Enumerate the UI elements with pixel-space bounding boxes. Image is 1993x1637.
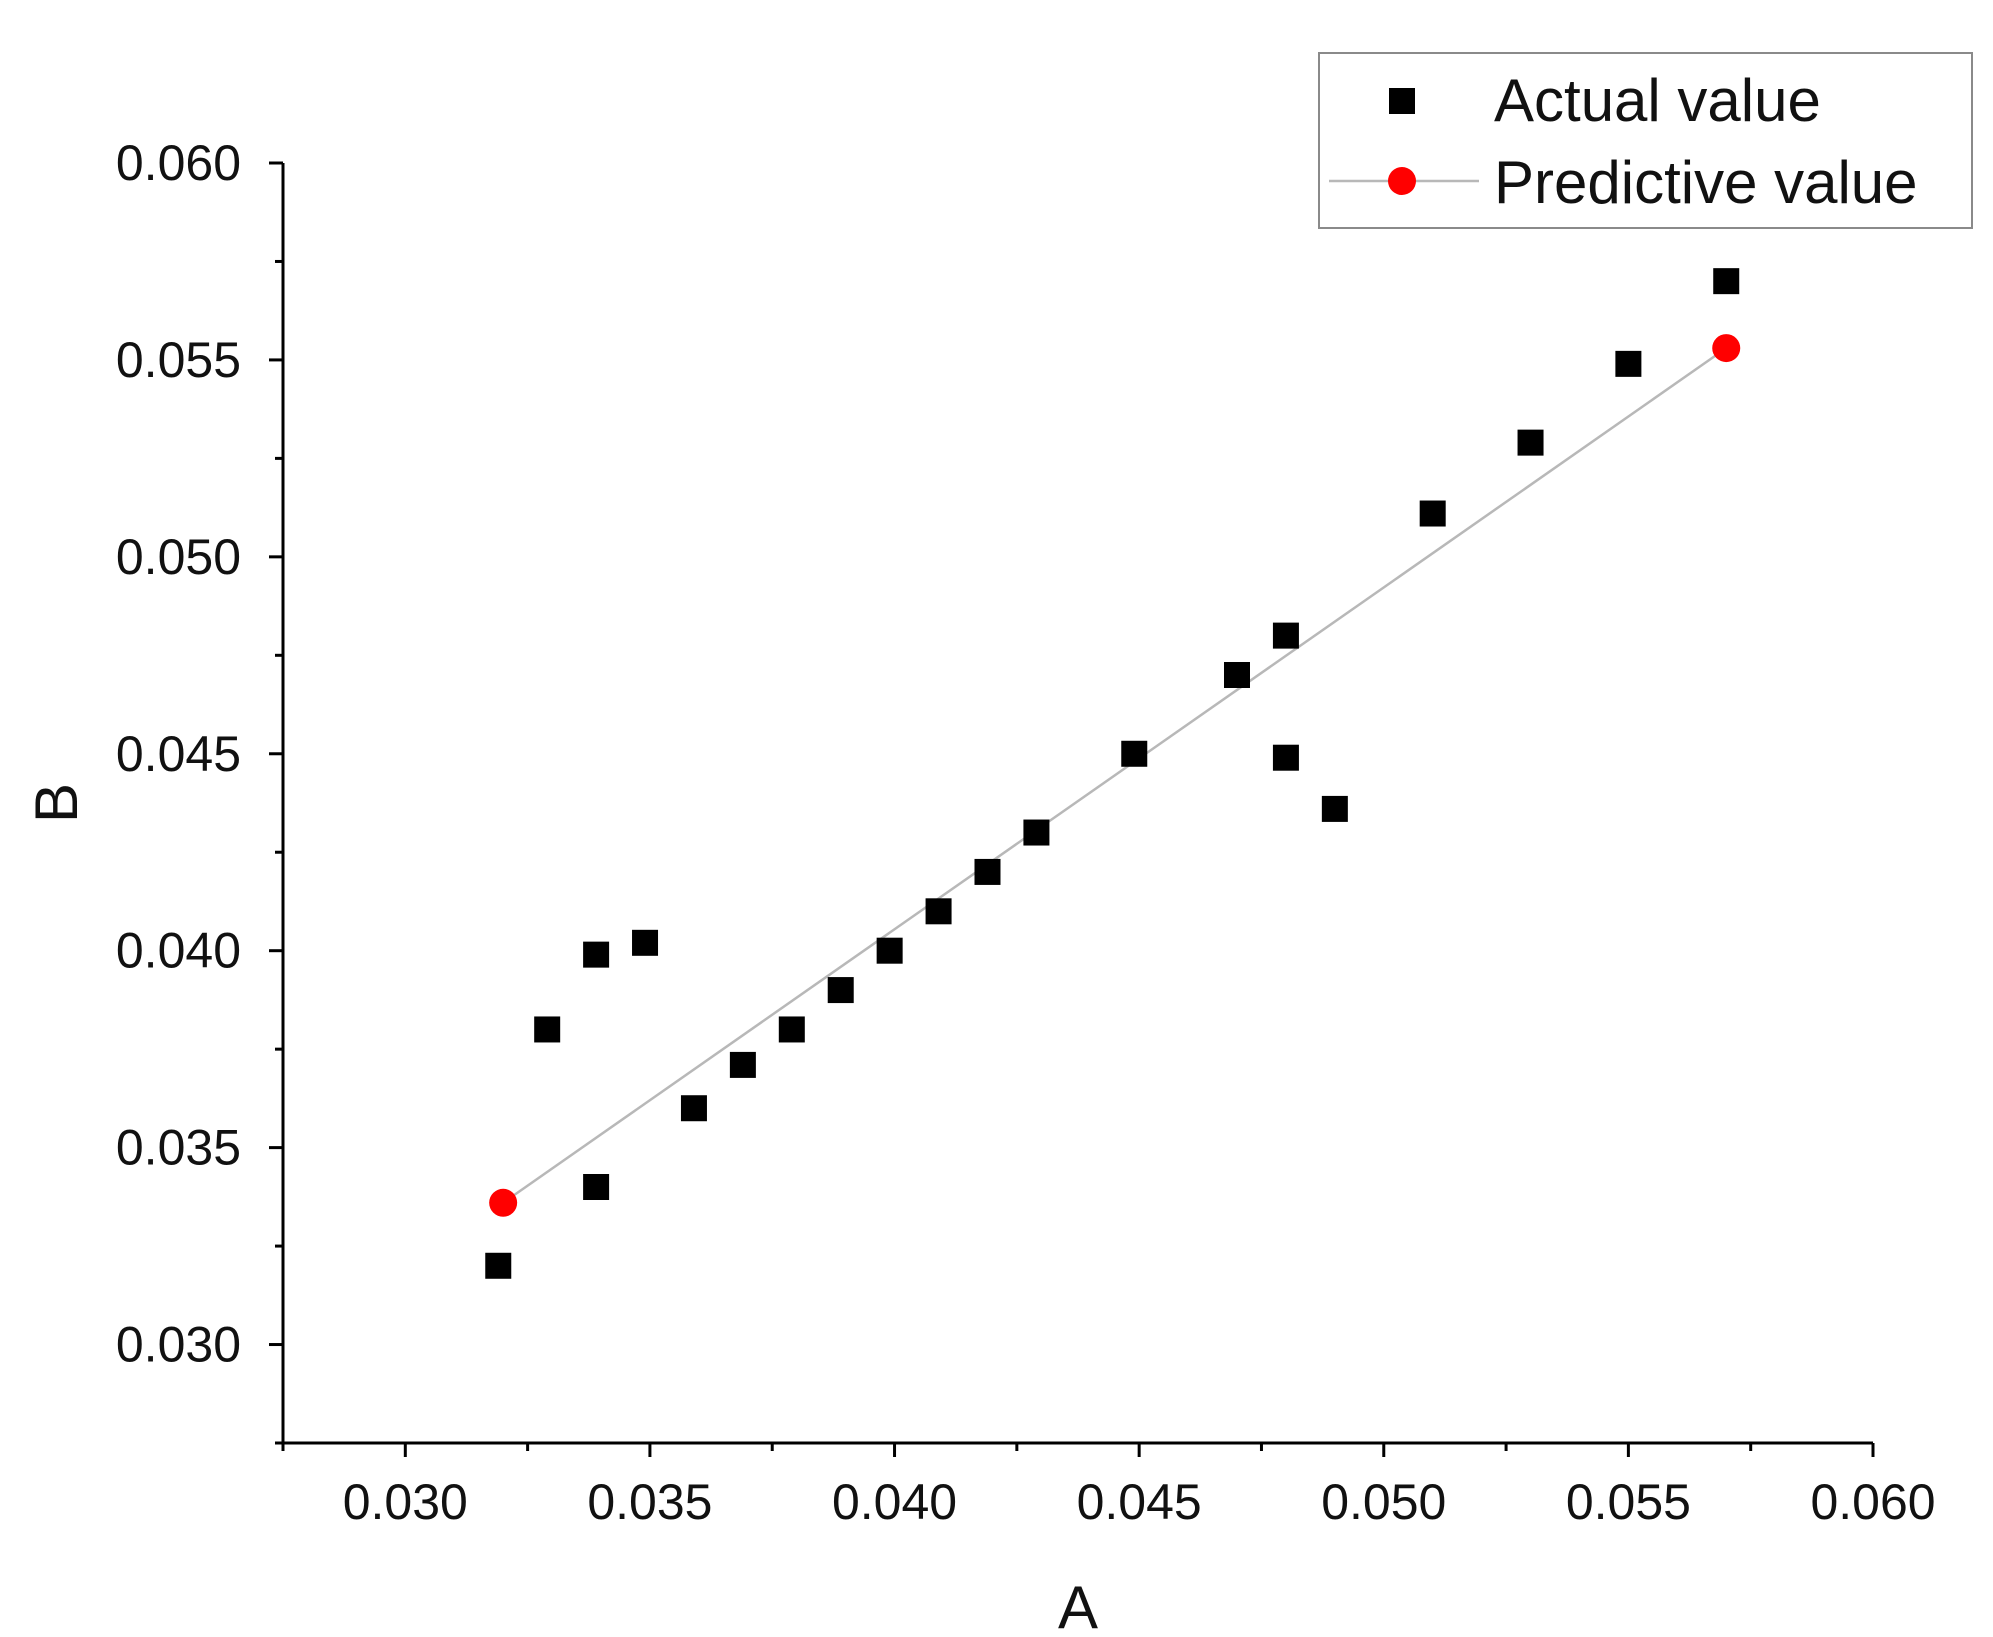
legend: Actual value Predictive value — [1318, 52, 1973, 229]
actual-value-point — [1121, 740, 1148, 767]
y-tick-label: 0.055 — [116, 332, 241, 388]
legend-label-predictive-value: Predictive value — [1494, 149, 1918, 216]
actual-value-point — [827, 977, 854, 1004]
actual-value-point — [1321, 795, 1348, 822]
predictive-line-layer — [502, 347, 1727, 1204]
actual-value-point — [729, 1051, 756, 1078]
actual-value-point — [1272, 744, 1299, 771]
legend-marker-actual-value — [1389, 88, 1415, 114]
actual-value-point — [1272, 622, 1299, 649]
y-axis-title: B — [23, 783, 90, 823]
x-tick-label: 0.035 — [587, 1474, 712, 1530]
actual-value-point — [1224, 662, 1250, 688]
actual-value-point — [1713, 268, 1740, 295]
ticks: 0.030 0.035 0.040 0.045 0.050 0.055 0.060 0.030… — [116, 135, 1936, 1530]
x-tick-label: 0.055 — [1566, 1474, 1691, 1530]
x-tick-label: 0.060 — [1810, 1474, 1935, 1530]
y-tick-label: 0.035 — [116, 1120, 241, 1176]
actual-value-point — [583, 1174, 610, 1200]
y-tick-label: 0.060 — [116, 135, 241, 191]
predictive-value-line — [502, 347, 1727, 1204]
legend-marker-predictive-value — [1388, 167, 1416, 195]
x-tick-label: 0.045 — [1077, 1474, 1202, 1530]
predictive-value-point — [489, 1188, 518, 1217]
y-tick-label: 0.050 — [116, 529, 241, 585]
y-tick-label: 0.045 — [116, 726, 241, 782]
data-points — [485, 268, 1741, 1279]
actual-value-point — [583, 941, 610, 968]
x-axis-title: A — [1058, 1574, 1098, 1637]
predictive-value-point — [1712, 334, 1741, 363]
x-tick-label: 0.040 — [832, 1474, 957, 1530]
x-tick-label: 0.030 — [343, 1474, 468, 1530]
actual-value-point — [534, 1016, 561, 1043]
y-tick-label: 0.040 — [116, 923, 241, 979]
x-tick-label: 0.050 — [1321, 1474, 1446, 1530]
actual-value-point — [778, 1016, 805, 1043]
actual-value-point — [1615, 350, 1642, 377]
actual-value-point — [680, 1095, 707, 1122]
actual-value-point — [1517, 429, 1544, 456]
actual-value-point — [632, 929, 659, 956]
actual-value-point — [485, 1252, 512, 1279]
actual-value-point — [1419, 500, 1446, 527]
actual-value-point — [876, 937, 903, 964]
actual-value-point — [1023, 819, 1050, 846]
actual-value-point — [974, 858, 1001, 885]
legend-label-actual-value: Actual value — [1494, 67, 1821, 134]
actual-value-point — [925, 898, 952, 925]
axes — [281, 163, 1873, 1445]
y-tick-label: 0.030 — [116, 1317, 241, 1373]
legend-box — [1318, 52, 1973, 229]
